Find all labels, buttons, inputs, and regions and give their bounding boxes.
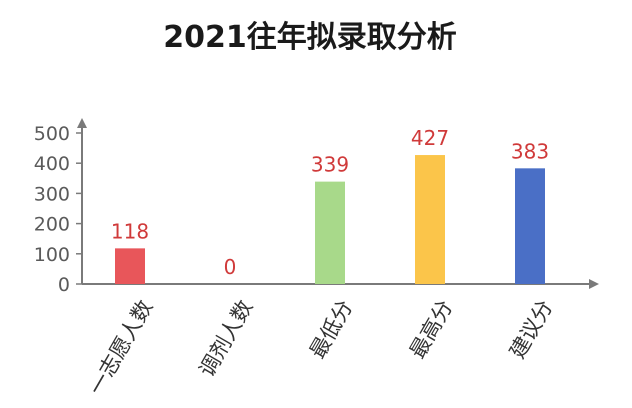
- value-label: 383: [511, 139, 549, 163]
- value-label: 339: [311, 153, 349, 177]
- category-label: 最低分: [305, 296, 357, 363]
- y-axis-arrow: [77, 118, 87, 128]
- y-tick-label: 500: [34, 123, 70, 145]
- y-tick-label: 400: [34, 153, 70, 175]
- y-tick-label: 100: [34, 244, 70, 266]
- watermark-text: 头条 @研新生教育旗舰店: [448, 384, 618, 402]
- bar: [315, 181, 345, 284]
- bars: [115, 155, 545, 284]
- value-label: 118: [111, 219, 149, 243]
- y-tick-label: 300: [34, 183, 70, 205]
- chart-title: 2021往年拟录取分析: [163, 20, 457, 55]
- y-tick-label: 0: [58, 274, 70, 296]
- value-label: 0: [224, 255, 237, 279]
- bar: [415, 155, 445, 284]
- category-label: 一志愿人数: [84, 296, 157, 399]
- x-axis-arrow: [589, 279, 599, 289]
- y-tick-labels: 0 100 200 300 400 500: [34, 123, 82, 296]
- bar: [515, 168, 545, 284]
- category-label: 建议分: [505, 296, 557, 363]
- bar: [115, 248, 145, 284]
- category-label: 最高分: [405, 296, 457, 363]
- y-tick-label: 200: [34, 214, 70, 236]
- value-labels: 118 0 339 427 383: [111, 126, 549, 279]
- category-label: 调剂人数: [195, 296, 258, 381]
- value-label: 427: [411, 126, 449, 150]
